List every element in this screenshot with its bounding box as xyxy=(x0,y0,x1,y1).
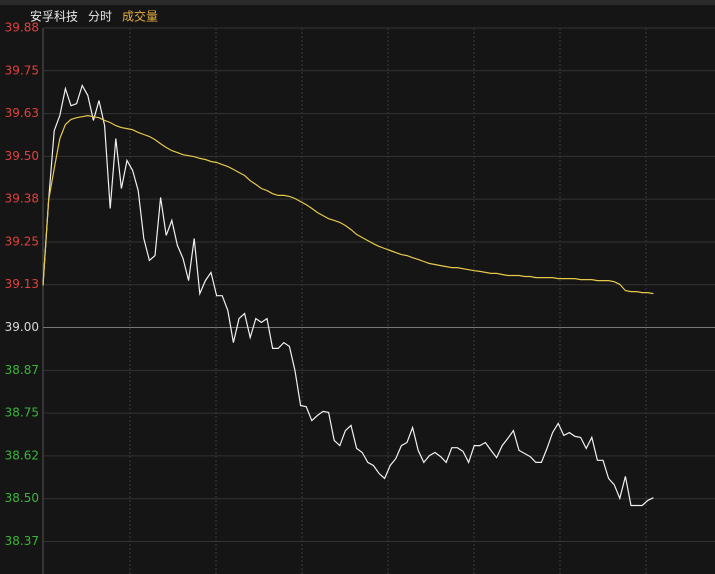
price-line xyxy=(42,83,654,507)
time-grid xyxy=(129,28,647,574)
y-tick-label: 39.38 xyxy=(5,192,39,206)
y-tick-label: 39.13 xyxy=(5,277,39,291)
y-tick-label: 38.87 xyxy=(5,363,39,377)
y-tick-label: 39.50 xyxy=(5,149,39,163)
y-tick-label: 39.88 xyxy=(5,21,39,35)
header-label: 分时 xyxy=(88,10,112,24)
y-tick-label: 39.00 xyxy=(5,320,39,334)
y-tick-label: 39.63 xyxy=(5,106,39,120)
y-tick-label: 38.37 xyxy=(5,534,39,548)
header-label: 成交量 xyxy=(122,9,158,24)
y-tick-label: 39.25 xyxy=(5,234,39,248)
y-tick-label: 38.50 xyxy=(5,491,39,505)
y-tick-label: 38.62 xyxy=(5,448,39,462)
top-tab-strip xyxy=(0,0,715,5)
price-line xyxy=(42,114,654,295)
y-tick-label: 38.75 xyxy=(5,406,39,420)
header-label: 安孚科技 xyxy=(30,9,78,24)
y-tick-label: 39.75 xyxy=(5,63,39,77)
